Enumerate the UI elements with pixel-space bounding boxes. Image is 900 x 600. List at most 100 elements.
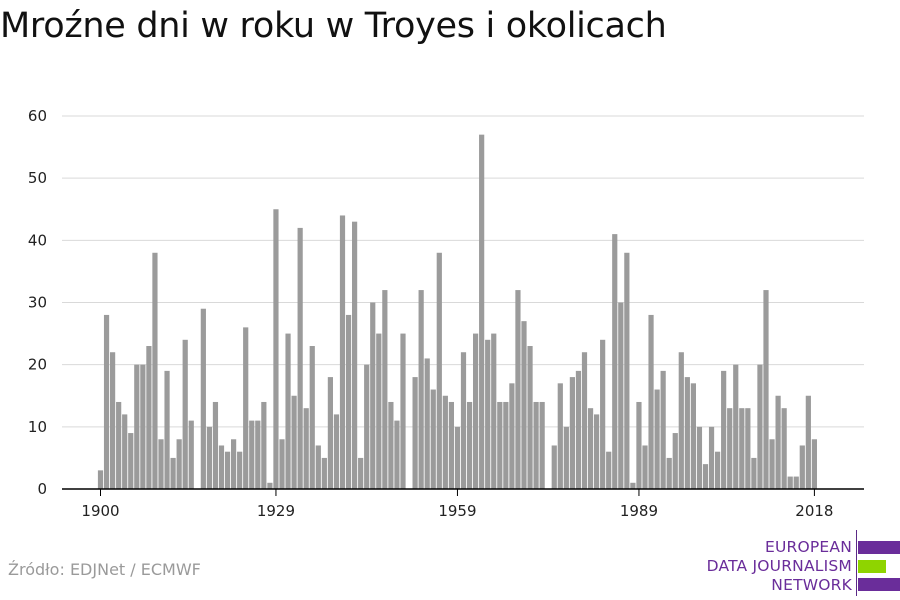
- bar-1931: [285, 333, 291, 489]
- bar-2006: [739, 408, 745, 489]
- bar-2010: [763, 290, 769, 489]
- bar-1956: [436, 252, 442, 489]
- bar-1927: [261, 401, 267, 489]
- y-tick-label-40: 40: [28, 231, 47, 249]
- bar-1962: [473, 333, 479, 489]
- bar-1936: [315, 445, 321, 489]
- logo-line-european: EUROPEAN: [764, 538, 852, 556]
- bar-1987: [624, 252, 630, 489]
- bar-1986: [618, 302, 624, 489]
- bar-1910: [158, 439, 164, 489]
- bar-1904: [122, 414, 128, 489]
- bar-1980: [581, 352, 588, 489]
- bar-1913: [176, 439, 182, 489]
- bar-1900: [97, 470, 104, 489]
- bar-1948: [388, 401, 394, 489]
- logo-divider: [856, 530, 857, 596]
- bar-1975: [551, 445, 557, 489]
- bar-1972: [533, 401, 539, 489]
- bar-1947: [382, 290, 388, 489]
- bar-1969: [515, 290, 521, 489]
- bar-2008: [751, 457, 757, 489]
- bar-2000: [702, 464, 709, 489]
- bar-1919: [212, 401, 219, 489]
- y-tick-label-10: 10: [28, 418, 47, 436]
- bar-2013: [781, 408, 787, 489]
- bar-1950: [400, 333, 406, 489]
- bar-1990: [642, 445, 648, 489]
- bar-1985: [612, 234, 618, 489]
- source-note: Źródło: EDJNet / ECMWF: [8, 560, 201, 579]
- bar-1925: [249, 420, 255, 489]
- bar-2005: [733, 364, 739, 489]
- chart-title: Mroźne dni w roku w Troyes i okolicach: [0, 6, 667, 46]
- bar-1926: [255, 420, 261, 489]
- bar-1912: [170, 457, 176, 489]
- bar-1928: [267, 482, 273, 489]
- bar-1989: [636, 401, 642, 489]
- bar-2001: [708, 426, 715, 489]
- bar-1952: [412, 377, 418, 489]
- bar-1957: [442, 395, 448, 489]
- bar-1954: [424, 358, 430, 489]
- bar-2017: [805, 395, 811, 489]
- bar-1937: [321, 457, 327, 489]
- x-tick-label-2018: 2018: [795, 502, 833, 520]
- bar-1915: [188, 420, 194, 489]
- logo-line-network: NETWORK: [771, 576, 852, 594]
- bar-2011: [769, 439, 775, 489]
- bar-1998: [690, 383, 696, 489]
- bar-2015: [793, 476, 799, 489]
- edjnet-logo: EUROPEAN DATA JOURNALISM NETWORK: [690, 530, 900, 596]
- x-tick-label-1989: 1989: [620, 502, 658, 520]
- bar-1997: [684, 377, 690, 489]
- bar-1929: [273, 209, 279, 489]
- bar-1930: [279, 439, 285, 489]
- bar-2012: [775, 395, 781, 489]
- bar-1981: [587, 408, 594, 489]
- y-axis-ticks: 0 10 20 30 40 50 60: [28, 107, 47, 498]
- bar-1924: [243, 327, 249, 489]
- bar-1993: [660, 370, 666, 489]
- bar-1964: [485, 339, 491, 489]
- bar-2016: [799, 445, 805, 489]
- bar-1963: [479, 134, 485, 489]
- bars: [97, 134, 817, 489]
- bar-1941: [345, 314, 352, 489]
- bar-1958: [448, 401, 454, 489]
- bar-2014: [787, 476, 793, 489]
- bar-1922: [231, 439, 237, 489]
- bar-2018: [811, 439, 817, 489]
- bar-2007: [745, 408, 751, 489]
- bar-1983: [600, 339, 606, 489]
- bar-1994: [666, 457, 672, 489]
- y-tick-label-60: 60: [28, 107, 47, 125]
- bar-1965: [491, 333, 497, 489]
- bar-1999: [696, 426, 703, 489]
- bar-1914: [182, 339, 188, 489]
- bar-1932: [291, 395, 297, 489]
- bar-1938: [327, 377, 333, 489]
- bar-1907: [140, 364, 146, 489]
- y-tick-label-30: 30: [28, 294, 47, 312]
- bar-1906: [134, 364, 140, 489]
- bar-1911: [164, 370, 170, 489]
- logo-bar-green: [858, 560, 886, 573]
- bar-1968: [509, 383, 515, 489]
- bar-1946: [376, 333, 382, 489]
- bar-2002: [715, 451, 721, 489]
- y-tick-label-0: 0: [37, 480, 47, 498]
- bar-1996: [678, 352, 684, 489]
- bar-1973: [539, 401, 545, 489]
- bar-1917: [200, 308, 206, 489]
- bar-1960: [460, 352, 467, 489]
- bar-1966: [497, 401, 503, 489]
- bar-1971: [527, 346, 533, 489]
- bar-1939: [333, 414, 340, 489]
- x-axis: 1900 1929 1959 1989 2018: [62, 488, 864, 520]
- x-tick-label-1900: 1900: [81, 502, 119, 520]
- bar-1921: [224, 451, 231, 489]
- y-tick-label-50: 50: [28, 169, 47, 187]
- bar-1978: [569, 377, 575, 489]
